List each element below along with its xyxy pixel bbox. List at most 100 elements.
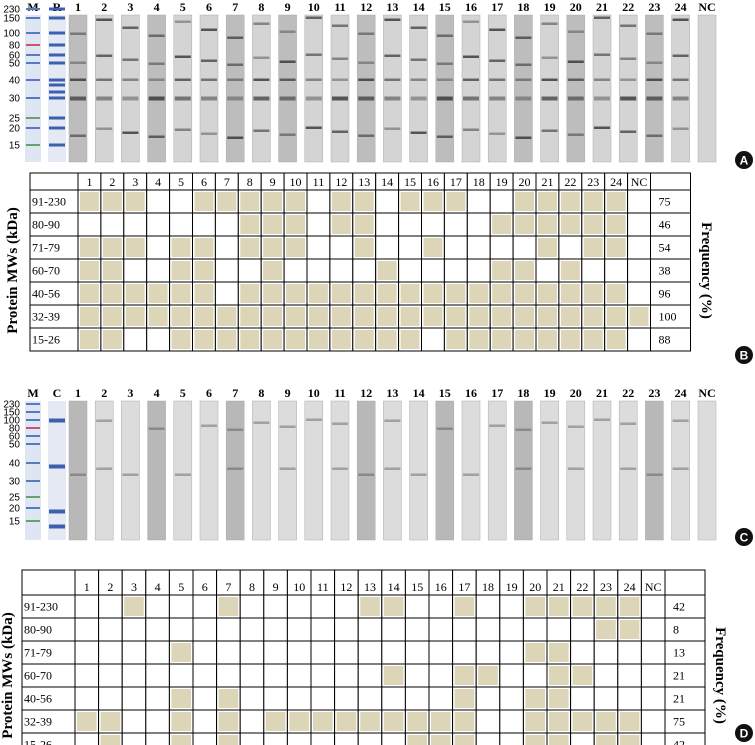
frequency: 38: [659, 264, 671, 278]
blot-strip: [383, 400, 402, 541]
shaded-cell: [194, 261, 214, 280]
lane-label: 4: [154, 0, 160, 14]
shaded-cell: [583, 307, 603, 326]
blot-strip: [566, 14, 586, 163]
marker-lane: [25, 15, 41, 162]
blot-band: [436, 96, 453, 101]
grid-cell: [214, 235, 239, 260]
mw-label: 15: [9, 141, 21, 152]
grid-cell: [145, 594, 170, 619]
blot-strip: [121, 400, 140, 541]
shaded-cell: [263, 284, 283, 303]
blot-band: [672, 78, 689, 81]
panel-badge: [735, 346, 753, 364]
grid-cell: [310, 640, 336, 665]
blot-band: [489, 28, 506, 31]
marker-band: [26, 435, 40, 437]
shaded-cell: [383, 712, 404, 731]
grid-cell: [310, 732, 336, 745]
column-header: 7: [225, 580, 231, 594]
blot-band: [279, 425, 296, 428]
shaded-cell: [313, 712, 333, 731]
mw-label: 40: [9, 459, 21, 470]
grid-cell: [121, 732, 147, 745]
grid-cell: [404, 686, 430, 711]
lane-label: 18: [517, 0, 529, 14]
reference-band: [49, 53, 65, 57]
grid-cell: [381, 617, 406, 642]
mw-label: 25: [9, 493, 21, 504]
panel-letter: D: [740, 727, 749, 741]
shaded-cell: [240, 284, 260, 303]
shaded-cell: [431, 735, 451, 745]
shaded-cell: [100, 735, 121, 745]
freq-cell: [650, 258, 691, 283]
blot-strip: [409, 14, 428, 163]
grid-cell: [352, 258, 377, 283]
column-header: 19: [506, 580, 518, 594]
shaded-cell: [377, 330, 397, 349]
marker-band: [26, 520, 40, 522]
grid-cell: [123, 258, 148, 283]
grid-cell: [121, 663, 147, 688]
grid-cell: [145, 640, 170, 665]
blot-band: [279, 60, 296, 63]
blot-strip: [540, 14, 559, 163]
shaded-cell: [263, 330, 283, 349]
lane-label: 23: [648, 0, 660, 14]
grid-cell: [145, 617, 170, 642]
grid-cell: [404, 594, 430, 619]
grid-cell: [404, 640, 430, 665]
blot-band: [646, 134, 663, 137]
column-header: 3: [131, 580, 137, 594]
grid-cell: [98, 594, 123, 619]
shaded-cell: [309, 307, 328, 326]
grid-cell: [216, 640, 241, 665]
row-label: 91-230: [24, 600, 58, 614]
grid-cell: [334, 732, 359, 745]
frequency: 88: [659, 333, 671, 347]
grid-cell: [263, 732, 288, 745]
shaded-cell: [400, 330, 420, 349]
shaded-cell: [240, 192, 260, 211]
blot-band: [620, 78, 637, 81]
marker-band: [26, 54, 40, 56]
shaded-cell: [492, 307, 512, 326]
shaded-cell: [560, 215, 580, 234]
shaded-cell: [407, 712, 427, 731]
blot-band: [96, 54, 113, 57]
grid-cell: [421, 212, 445, 237]
column-header: 17: [458, 580, 470, 594]
shaded-cell: [549, 597, 569, 616]
blot-strip: [304, 14, 324, 163]
blot-band: [122, 78, 139, 81]
reference-band: [49, 509, 65, 514]
column-header: 4: [155, 580, 161, 594]
blot-band: [515, 96, 532, 101]
blot-band: [384, 96, 401, 101]
marker-band: [26, 144, 40, 146]
shaded-cell: [383, 597, 404, 616]
blot-band: [489, 424, 506, 427]
blot-band: [620, 57, 637, 60]
blot-band: [201, 28, 217, 31]
blot-band: [620, 96, 637, 101]
blot-strip: [225, 14, 245, 163]
blot-band: [410, 131, 427, 134]
grid-cell: [640, 709, 666, 734]
blot-strip: [94, 14, 114, 163]
blot-strip: [514, 14, 533, 163]
grid-cell: [475, 594, 501, 619]
blot-band: [646, 473, 663, 476]
shaded-cell: [286, 284, 305, 303]
blot-band: [672, 127, 689, 130]
shaded-cell: [492, 330, 512, 349]
grid-cell: [329, 258, 354, 283]
shaded-cell: [171, 238, 191, 257]
blot-band: [384, 54, 401, 57]
shaded-cell: [77, 712, 97, 731]
grid-cell: [627, 258, 651, 283]
grid-cell: [499, 617, 524, 642]
grid-cell: [443, 258, 468, 283]
marker-band: [26, 32, 40, 34]
